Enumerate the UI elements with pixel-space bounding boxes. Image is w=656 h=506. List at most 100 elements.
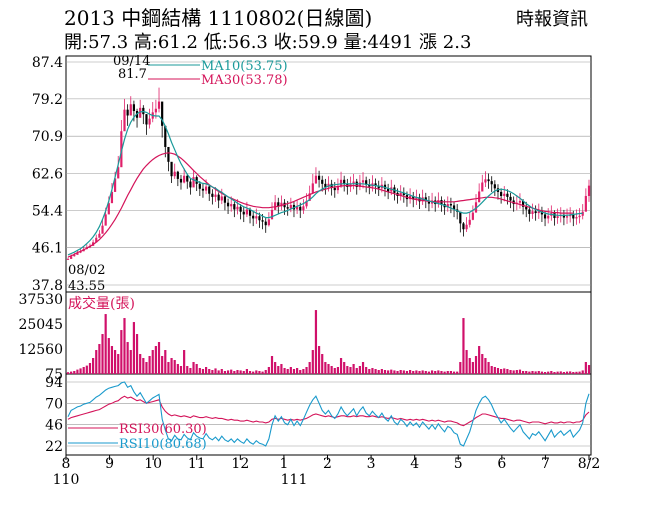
candle-body bbox=[164, 125, 167, 147]
candle-body bbox=[314, 175, 318, 184]
volume-bar bbox=[270, 356, 274, 374]
volume-bar bbox=[409, 370, 412, 374]
price-y-ticks: 87.4 79.2 70.9 62.6 54.4 46.1 37.8 bbox=[32, 55, 63, 294]
candle-body bbox=[66, 258, 70, 260]
volume-bar bbox=[525, 371, 528, 374]
volume-bar bbox=[66, 372, 70, 374]
candle-body bbox=[305, 200, 308, 207]
year-label-111: 111 bbox=[281, 472, 308, 488]
candle-body bbox=[186, 175, 189, 182]
candle-body bbox=[418, 197, 421, 202]
volume-bar bbox=[383, 370, 387, 374]
candle-body bbox=[277, 202, 280, 207]
volume-bar bbox=[462, 318, 465, 374]
candle-body bbox=[465, 224, 468, 230]
candle-body bbox=[383, 184, 387, 189]
candle-body bbox=[264, 221, 267, 226]
candle-body bbox=[110, 191, 114, 204]
volume-bar bbox=[584, 362, 587, 374]
candle-body bbox=[299, 206, 302, 211]
candle-body bbox=[167, 146, 170, 162]
volume-bar bbox=[217, 370, 220, 374]
volume-bar bbox=[496, 368, 500, 374]
volume-bar bbox=[186, 366, 189, 374]
volume-bar bbox=[330, 366, 333, 374]
candle-body bbox=[468, 219, 471, 225]
rsi10-line bbox=[67, 381, 590, 447]
volume-bar bbox=[264, 370, 267, 374]
candle-body bbox=[223, 196, 227, 203]
candle-body bbox=[270, 209, 274, 220]
volume-bar bbox=[201, 369, 205, 374]
candle-body bbox=[521, 200, 525, 207]
volume-bar bbox=[434, 371, 437, 374]
candle-body bbox=[204, 186, 208, 191]
candle-body bbox=[424, 197, 427, 201]
volume-bar bbox=[587, 365, 591, 374]
volume-bar bbox=[305, 367, 308, 374]
candle-body bbox=[113, 178, 117, 192]
candle-body bbox=[176, 171, 179, 179]
volume-bar bbox=[255, 370, 258, 374]
candle-body bbox=[255, 216, 258, 219]
volume-bar bbox=[308, 362, 311, 374]
volume-bar bbox=[503, 368, 506, 374]
candle-body bbox=[148, 118, 151, 125]
candle-body bbox=[415, 197, 418, 200]
candle-body bbox=[308, 193, 311, 201]
volume-bar bbox=[223, 371, 227, 374]
volume-bar bbox=[277, 366, 280, 374]
volume-bar bbox=[76, 369, 79, 374]
volume-bar bbox=[195, 364, 198, 374]
volume-bar bbox=[164, 350, 167, 374]
volume-bar bbox=[183, 350, 186, 374]
volume-bar bbox=[333, 368, 336, 374]
volume-bar bbox=[236, 370, 239, 374]
volume-bars bbox=[66, 310, 591, 374]
volume-bar bbox=[396, 371, 399, 374]
candle-body bbox=[179, 178, 183, 183]
candle-body bbox=[565, 216, 569, 218]
candle-body bbox=[76, 252, 79, 255]
candle-body bbox=[274, 202, 277, 210]
volume-bar bbox=[380, 369, 383, 374]
candle-body bbox=[173, 171, 176, 177]
volume-bar bbox=[547, 371, 550, 374]
volume-bar bbox=[402, 370, 405, 374]
volume-bar bbox=[465, 350, 468, 374]
volume-bar bbox=[446, 371, 449, 374]
volume-bar bbox=[581, 370, 584, 374]
volume-bar bbox=[521, 371, 525, 374]
volume-bar bbox=[459, 362, 462, 374]
volume-bar bbox=[565, 371, 569, 374]
volume-bar bbox=[82, 367, 85, 374]
volume-bar bbox=[471, 362, 474, 374]
volume-y-ticks: 37530 25045 12560 75 bbox=[18, 292, 63, 383]
candle-body bbox=[73, 254, 76, 257]
volume-bar bbox=[261, 371, 264, 374]
candle-body bbox=[330, 183, 333, 188]
candle-body bbox=[506, 193, 509, 197]
candle-body bbox=[540, 211, 544, 215]
volume-bar bbox=[550, 371, 553, 374]
x-tick-label: 8 bbox=[62, 456, 71, 472]
candle-body bbox=[537, 211, 540, 214]
volume-bar bbox=[556, 371, 559, 374]
volume-bar bbox=[230, 369, 233, 374]
candle-body bbox=[245, 209, 248, 215]
volume-bar bbox=[452, 371, 456, 374]
candle-body bbox=[525, 206, 528, 210]
volume-bar bbox=[412, 371, 415, 374]
candle-body bbox=[446, 204, 449, 208]
candle-body bbox=[553, 213, 556, 219]
volume-bar bbox=[274, 362, 277, 374]
volume-bar bbox=[267, 367, 270, 374]
candle-body bbox=[70, 256, 73, 259]
volume-bar bbox=[368, 369, 371, 374]
volume-bar bbox=[192, 362, 195, 374]
volume-bar bbox=[161, 356, 164, 374]
volume-bar bbox=[95, 350, 98, 374]
volume-bar bbox=[430, 370, 434, 374]
volume-bar bbox=[245, 369, 248, 374]
price-y-tick-label: 54.4 bbox=[32, 203, 63, 219]
